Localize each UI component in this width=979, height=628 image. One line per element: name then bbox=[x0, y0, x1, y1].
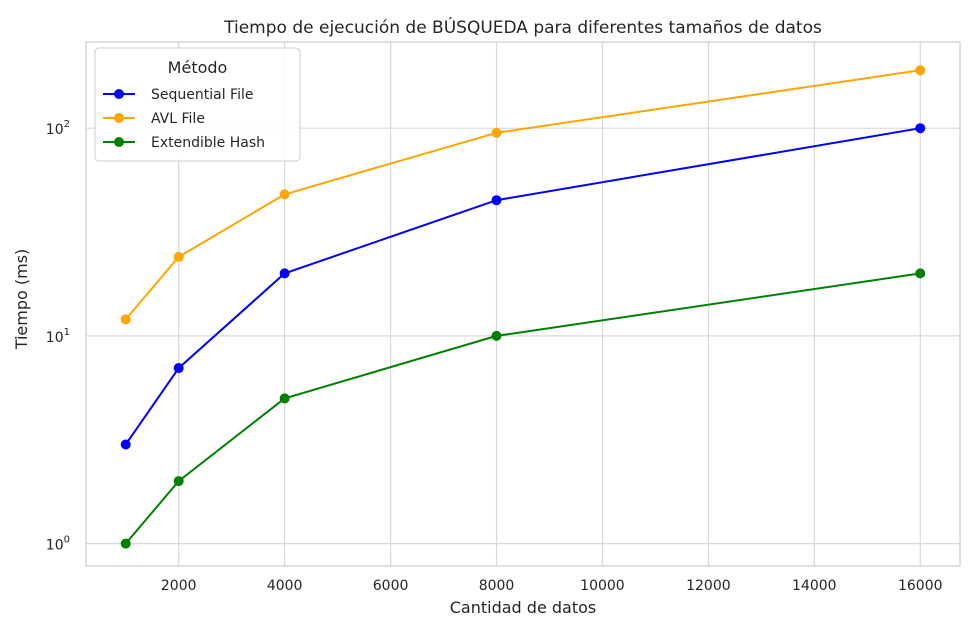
legend: Método Sequential File AVL File Extendible … bbox=[94, 47, 301, 162]
x-axis-label: Cantidad de datos bbox=[450, 598, 596, 617]
series-avl-file bbox=[120, 65, 926, 325]
data-point bbox=[173, 476, 184, 487]
series-extendible-hash bbox=[120, 268, 926, 549]
legend-item: AVL File bbox=[103, 111, 205, 127]
data-point bbox=[491, 195, 502, 206]
data-point bbox=[173, 363, 184, 374]
data-point bbox=[120, 314, 131, 325]
x-tick-label: 10000 bbox=[580, 578, 625, 594]
chart-title: Tiempo de ejecución de BÚSQUEDA para dif… bbox=[223, 16, 822, 38]
plot-frame bbox=[85, 41, 961, 567]
legend-item: Sequential File bbox=[103, 87, 253, 103]
y-tick-labels: 100 101 102 bbox=[46, 119, 70, 553]
legend-marker bbox=[114, 113, 124, 123]
x-tick-label: 16000 bbox=[898, 578, 943, 594]
legend-label: Extendible Hash bbox=[151, 135, 265, 151]
data-point bbox=[120, 538, 131, 549]
series-sequential-file bbox=[120, 123, 926, 450]
legend-box bbox=[94, 47, 301, 162]
x-tick-label: 4000 bbox=[267, 578, 303, 594]
x-tick-label: 8000 bbox=[479, 578, 515, 594]
y-tick-label: 101 bbox=[46, 327, 70, 346]
data-point bbox=[915, 123, 926, 134]
x-tick-label: 14000 bbox=[792, 578, 837, 594]
x-tick-label: 2000 bbox=[161, 578, 197, 594]
x-tick-labels: 2000 4000 6000 8000 10000 12000 14000 16000 bbox=[161, 578, 943, 594]
data-point bbox=[491, 330, 502, 341]
data-point bbox=[279, 393, 290, 404]
data-point bbox=[915, 65, 926, 76]
data-point bbox=[173, 251, 184, 262]
legend-marker bbox=[114, 137, 124, 147]
legend-label: AVL File bbox=[151, 111, 205, 127]
legend-item: Extendible Hash bbox=[103, 135, 265, 151]
legend-label: Sequential File bbox=[151, 87, 253, 103]
data-point bbox=[279, 189, 290, 200]
legend-marker bbox=[114, 89, 124, 99]
data-point bbox=[120, 439, 131, 450]
y-tick-label: 102 bbox=[46, 119, 70, 138]
data-point bbox=[279, 268, 290, 279]
data-point bbox=[915, 268, 926, 279]
x-tick-label: 12000 bbox=[686, 578, 731, 594]
y-tick-label: 100 bbox=[46, 535, 70, 554]
legend-title: Método bbox=[168, 58, 228, 77]
y-axis-label: Tiempo (ms) bbox=[12, 249, 31, 351]
data-point bbox=[491, 127, 502, 138]
x-tick-label: 6000 bbox=[373, 578, 409, 594]
